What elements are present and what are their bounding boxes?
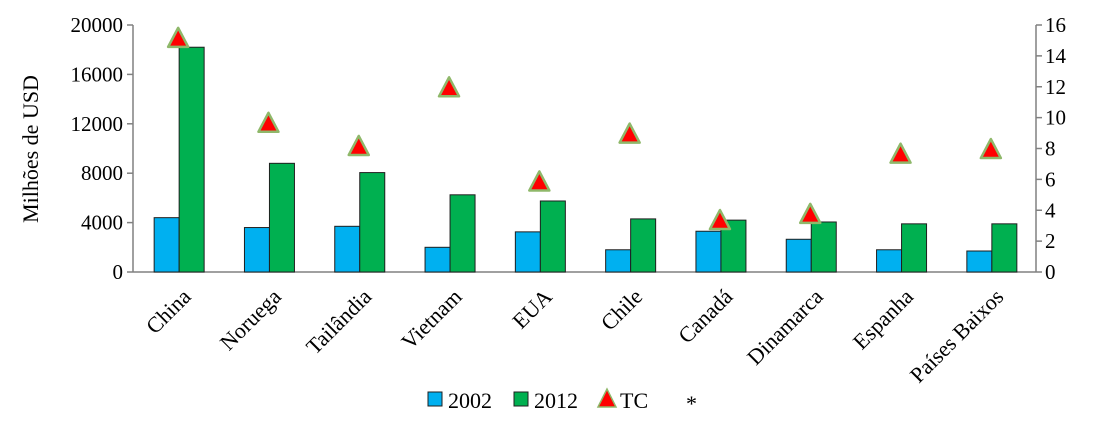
legend-label-2012: 2012 <box>534 388 578 413</box>
category-label: Países Baixos <box>905 284 1009 388</box>
bar-2002 <box>243 227 270 273</box>
right-tick-label: 4 <box>1045 198 1056 222</box>
category-label: Vietnam <box>396 284 466 354</box>
category-label: EUA <box>507 284 557 334</box>
right-tick-label: 12 <box>1045 75 1066 99</box>
right-tick-label: 10 <box>1045 106 1066 130</box>
category-label: Dinamarca <box>742 284 828 370</box>
marker-TC <box>889 142 912 164</box>
left-tick-label: 0 <box>113 260 124 284</box>
left-tick-label: 16000 <box>71 62 124 86</box>
bar-2012 <box>178 46 205 273</box>
marker-TC <box>618 122 641 144</box>
bar-2002 <box>424 246 451 273</box>
right-tick-label: 2 <box>1045 229 1056 253</box>
tc-markers <box>166 26 1003 231</box>
marker-TC <box>347 134 370 157</box>
left-tick-label: 4000 <box>81 211 123 235</box>
legend-swatch-2012 <box>513 391 529 407</box>
marker-TC <box>528 170 551 192</box>
right-axis-ticks: 0 2 4 6 8 10 12 14 16 <box>1036 13 1067 284</box>
legend-swatch-2002 <box>427 391 443 407</box>
right-tick-label: 0 <box>1045 260 1056 284</box>
right-tick-label: 8 <box>1045 137 1056 161</box>
bar-2002 <box>966 250 993 273</box>
bar-2002 <box>153 217 180 273</box>
bar-2002 <box>695 230 722 273</box>
marker-TC <box>166 26 190 49</box>
left-tick-label: 12000 <box>71 112 124 136</box>
right-tick-label: 14 <box>1045 44 1067 68</box>
bar-2012 <box>901 223 928 273</box>
category-labels: China Noruega Tailândia Vietnam EUA Chile Cana… <box>141 284 1009 388</box>
bar-2012 <box>539 200 566 273</box>
bar-2012 <box>630 218 657 273</box>
bar-2002 <box>334 225 361 273</box>
left-axis-ticks: 0 4000 8000 12000 16000 20000 <box>71 13 133 284</box>
category-label: Espanha <box>848 284 919 355</box>
bar-2012 <box>359 172 386 273</box>
marker-TC <box>799 202 822 225</box>
bar-2002 <box>876 249 903 273</box>
legend-label-TC: TC <box>620 388 648 413</box>
category-label: China <box>141 284 196 339</box>
marker-TC <box>979 137 1003 160</box>
y-axis-title: Milhões de USD <box>18 75 43 223</box>
marker-TC <box>437 76 461 98</box>
bars <box>153 46 1018 273</box>
legend-suffix: * <box>686 391 697 416</box>
marker-TC <box>708 208 732 231</box>
category-label: Tailândia <box>301 284 376 359</box>
legend-label-2002: 2002 <box>448 388 492 413</box>
left-tick-label: 20000 <box>71 13 124 37</box>
left-tick-label: 8000 <box>81 161 123 185</box>
bar-2002 <box>785 238 812 273</box>
bar-2012 <box>449 194 476 273</box>
category-label: Chile <box>596 284 647 335</box>
marker-TC <box>257 111 280 134</box>
bar-2012 <box>268 162 295 273</box>
category-label: Canadá <box>673 284 737 348</box>
bar-2012 <box>810 221 837 273</box>
bar-2002 <box>514 231 541 273</box>
legend-swatch-TC <box>596 387 618 408</box>
legend: 2002 2012 TC * <box>427 387 697 416</box>
category-label: Noruega <box>215 284 286 355</box>
right-tick-label: 16 <box>1045 13 1066 37</box>
right-tick-label: 6 <box>1045 167 1056 191</box>
bar-2002 <box>605 249 632 273</box>
bar-2012 <box>991 223 1018 273</box>
